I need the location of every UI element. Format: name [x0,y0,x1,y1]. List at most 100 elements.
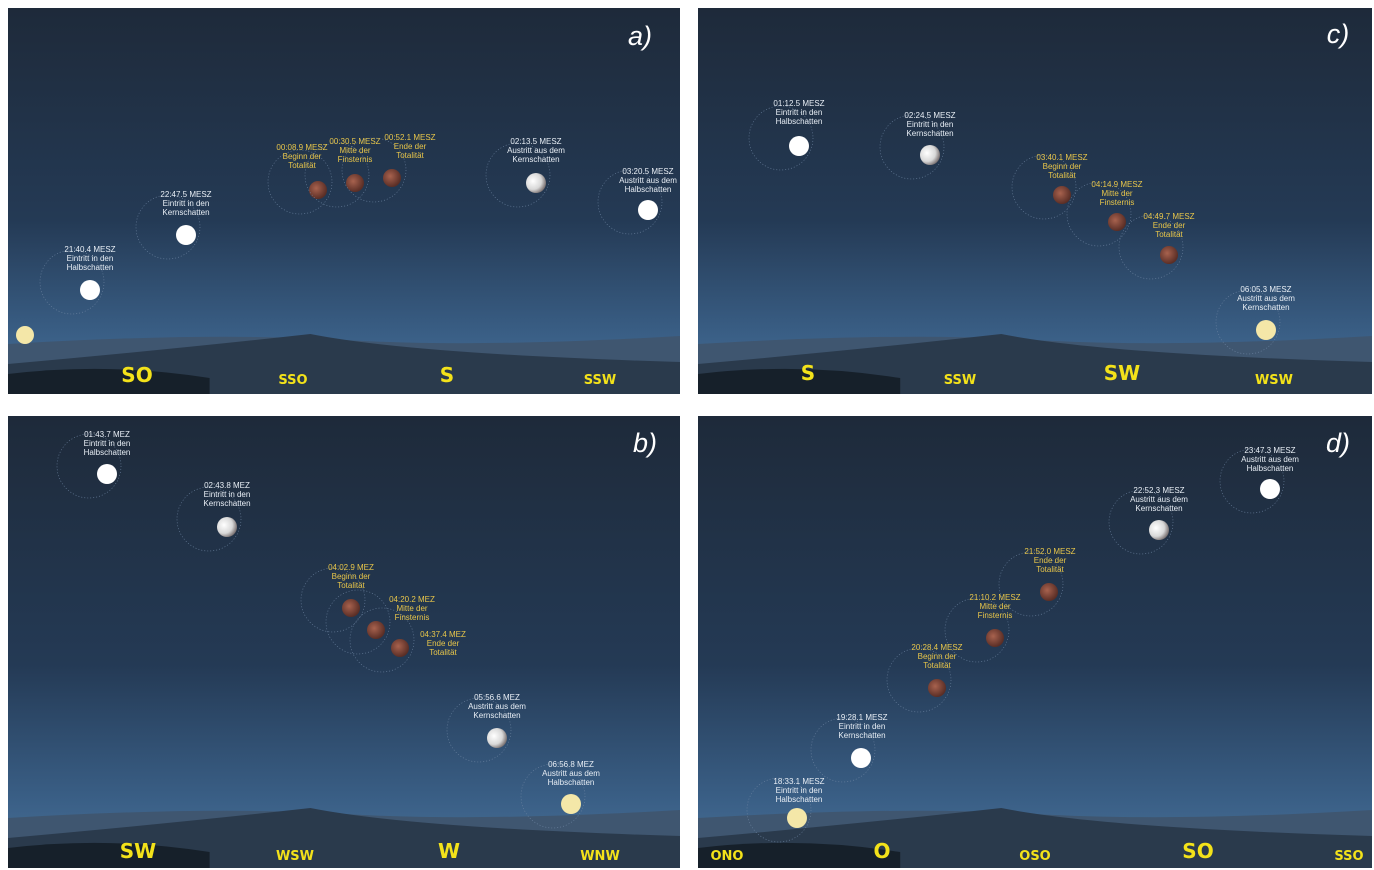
event-label: 05:56.6 MEZ Austritt aus dem Kernschatten [468,693,526,720]
event-label-line: Halbschatten [548,778,595,787]
direction-label: SSW [944,373,976,388]
direction-label: OSO [1019,849,1050,864]
direction-label: WSW [1255,373,1293,388]
moon [217,517,237,537]
event-label-line: 22:52.3 MESZ [1133,486,1184,495]
event-label-line: 04:02.9 MEZ [328,563,374,572]
foreground [698,368,901,394]
moon [80,280,100,300]
shadow-ring [1219,448,1285,514]
event-label-line: Halbschatten [67,263,114,272]
moon [346,174,364,192]
event-label-line: Totalität [1048,171,1076,180]
event-label-line: Austritt aus dem [507,146,565,155]
event-label-line: Beginn der [283,152,322,161]
foreground [698,842,901,868]
event-label-line: Totalität [1036,565,1064,574]
event-label: 04:20.2 MEZ Mitte der Finsternis [389,595,435,622]
direction-label: SW [1104,361,1140,385]
direction-label: SO [1182,839,1213,863]
moon [1108,213,1126,231]
moon [1160,246,1178,264]
moon [1053,186,1071,204]
moon [1256,320,1276,340]
event-label-line: Totalität [923,661,951,670]
event-label-line: 06:56.8 MEZ [548,760,594,769]
shadow-ring [300,567,366,633]
event-label-line: Halbschatten [1247,464,1294,473]
event-label-line: Kernschatten [838,731,885,740]
event-label-line: Finsternis [1100,198,1135,207]
event-label-line: Austritt aus dem [1237,294,1295,303]
shadow-ring [341,137,407,203]
moon [789,136,809,156]
direction-label: WSW [276,849,314,864]
event-label-line: Beginn der [918,652,957,661]
event-label-line: Eintritt in den [776,108,823,117]
panel: c)01:12.5 MESZ Eintritt in den Halbschatte… [698,8,1372,394]
event-label-line: 23:47.3 MESZ [1244,446,1295,455]
moon [367,621,385,639]
shadow-ring [267,149,333,215]
sky [8,416,680,868]
event-label-line: Kernschatten [473,711,520,720]
event-label-line: Mitte der [1101,189,1132,198]
event-label-line: 02:24.5 MESZ [904,111,955,120]
event-label-line: 06:05.3 MESZ [1240,285,1291,294]
shadow-ring [879,114,945,180]
event-label: 02:43.8 MEZ Eintritt in den Kernschatten [203,481,250,508]
event-label-line: Kernschatten [203,499,250,508]
event-label-line: Ende der [394,142,427,151]
shadow-ring [944,597,1010,663]
event-label-line: 18:33.1 MESZ [773,777,824,786]
shadow-ring [520,763,586,829]
event-label-line: Halbschatten [776,795,823,804]
event-label: 21:52.0 MESZ Ende der Totalität [1024,547,1075,574]
moon [787,808,807,828]
event-label-line: Kernschatten [512,155,559,164]
event-label-line: Beginn der [1043,162,1082,171]
event-label-line: 01:12.5 MESZ [773,99,824,108]
event-label-line: Totalität [288,161,316,170]
event-label-line: 21:10.2 MESZ [969,593,1020,602]
event-label-line: Austritt aus dem [542,769,600,778]
event-label-line: Austritt aus dem [1241,455,1299,464]
event-label: 00:52.1 MESZ Ende der Totalität [384,133,435,160]
panel: a)21:40.4 MESZ Eintritt in den Halbschatte… [8,8,680,394]
direction-label: ONO [711,849,744,864]
shadow-ring [746,777,812,843]
shadow-ring [349,607,415,673]
event-label: 02:13.5 MESZ Austritt aus dem Kernschatten [507,137,565,164]
direction-label: SSO [1334,849,1363,864]
moon [487,728,507,748]
event-label-line: 20:28.4 MESZ [911,643,962,652]
moon [561,794,581,814]
panel-label: d) [1326,428,1350,458]
shadow-ring [886,647,952,713]
event-label-line: Austritt aus dem [468,702,526,711]
event-label-line: Mitte der [979,602,1010,611]
event-label-line: Totalität [1155,230,1183,239]
moon [309,181,327,199]
event-label-line: Eintritt in den [907,120,954,129]
event-label: 19:28.1 MESZ Eintritt in den Kernschatten [836,713,887,740]
shadow-ring [135,194,201,260]
shadow-ring [998,551,1064,617]
event-label-line: Beginn der [332,572,371,581]
direction-label: SW [120,839,156,863]
event-label: 01:12.5 MESZ Eintritt in den Halbschatten [773,99,824,126]
event-label: 01:43.7 MEZ Eintritt in den Halbschatten [84,430,131,457]
event-label-line: Eintritt in den [204,490,251,499]
event-label-line: Eintritt in den [163,199,210,208]
moon [928,679,946,697]
shadow-ring [1011,154,1077,220]
shadow-ring [485,142,551,208]
event-label-line: 00:08.9 MESZ [276,143,327,152]
direction-label: S [801,361,815,385]
moon [851,748,871,768]
event-label-line: Halbschatten [776,117,823,126]
event-label: 22:47.5 MESZ Eintritt in den Kernschatten [160,190,211,217]
sky [698,416,1372,868]
event-label-line: Austritt aus dem [619,176,677,185]
